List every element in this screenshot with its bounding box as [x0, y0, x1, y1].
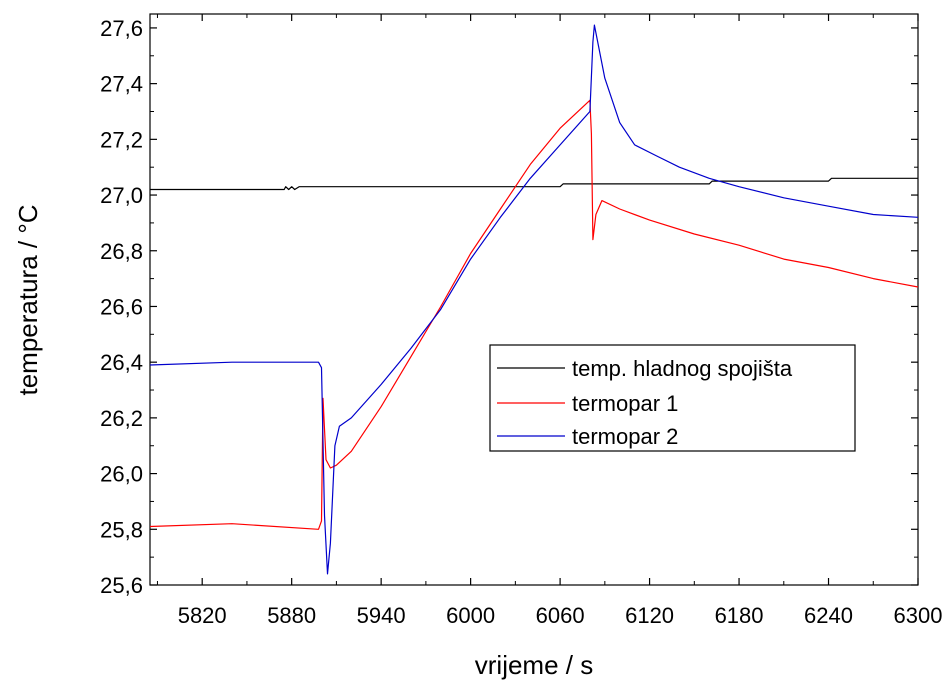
plot-frame [149, 13, 919, 586]
y-tick-label: 26,6 [100, 294, 143, 319]
series-lines [149, 24, 919, 575]
x-tick-label: 5820 [178, 603, 227, 628]
legend-box [489, 344, 856, 452]
y-tick-label: 27,2 [100, 127, 143, 152]
x-tick-label: 6000 [446, 603, 495, 628]
y-tick-label: 26,2 [100, 406, 143, 431]
y-tick-label: 26,4 [100, 350, 143, 375]
x-tick-label: 5940 [357, 603, 406, 628]
y-tick-label: 26,0 [100, 462, 143, 487]
y-tick-label: 27,6 [100, 16, 143, 41]
series-line-2 [149, 99, 919, 530]
x-tick-label: 6300 [894, 603, 943, 628]
x-tick-label: 5880 [267, 603, 316, 628]
y-tick-label: 25,6 [100, 573, 143, 598]
x-tick-label: 6120 [625, 603, 674, 628]
y-tick-label: 27,4 [100, 72, 143, 97]
legend-label-2: termopar 1 [572, 391, 678, 416]
x-axis-title: vrijeme / s [475, 650, 593, 680]
y-tick-label: 27,0 [100, 183, 143, 208]
series-line-1 [150, 177, 918, 191]
x-tick-label: 6240 [804, 603, 853, 628]
legend-label-3: termopar 2 [572, 424, 678, 449]
y-axis-title: temperatura / °C [13, 204, 43, 395]
legend: temp. hladnog spojišta termopar 1 termopar… [489, 344, 856, 452]
axis-ticks: 25,6 25,8 26,0 26,2 26,4 26,6 26,8 27,0 27,2 27,4… [100, 14, 942, 628]
x-tick-label: 6060 [536, 603, 585, 628]
series-line-3 [149, 24, 919, 575]
x-tick-label: 6180 [715, 603, 764, 628]
legend-label-1: temp. hladnog spojišta [572, 356, 793, 381]
y-tick-label: 26,8 [100, 239, 143, 264]
y-tick-label: 25,8 [100, 517, 143, 542]
